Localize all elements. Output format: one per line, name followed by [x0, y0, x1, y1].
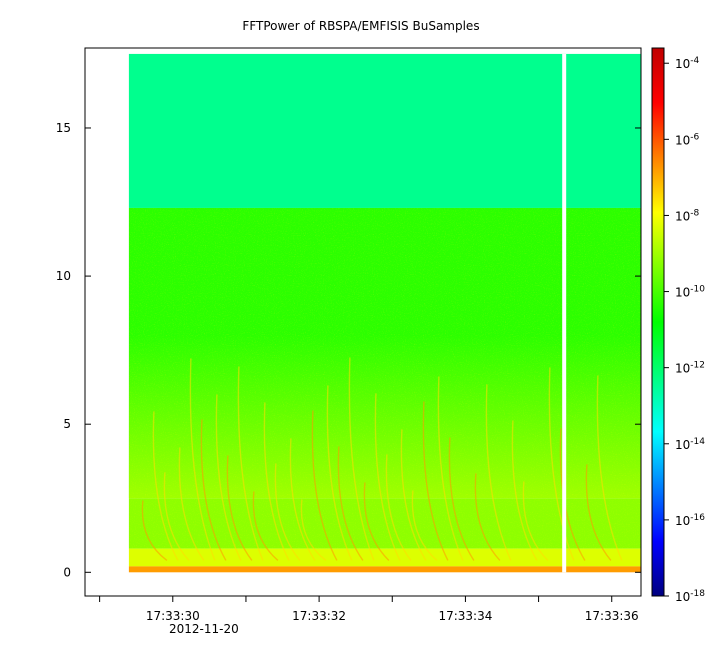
plot-frame — [84, 47, 642, 597]
y-axis: 0 5 10 15 — [56, 121, 641, 579]
emission-streak — [274, 463, 301, 561]
emission-streak — [326, 385, 353, 561]
x-axis: 17:33:30 17:33:32 17:33:34 17:33:36 — [99, 596, 639, 623]
emission-streak — [585, 464, 612, 561]
emission-streak — [337, 446, 364, 561]
emission-streak — [422, 401, 449, 561]
x-tick-label: 17:33:36 — [585, 609, 639, 623]
data-gap — [562, 53, 567, 573]
colorbar-ticks: 10-4 10-6 10-8 10-10 10-12 10-14 10-16 10-18 — [664, 56, 705, 604]
emission-streak — [400, 429, 427, 561]
emission-streak — [289, 438, 316, 561]
x-tick-label: 17:33:30 — [146, 609, 200, 623]
x-tick-label: 17:33:32 — [292, 609, 346, 623]
spectrogram-texture — [128, 207, 641, 549]
emission-streak — [548, 367, 575, 561]
emission-streak — [263, 402, 290, 561]
emission-streak — [485, 384, 512, 561]
colorbar-tick-label: 10-4 — [675, 56, 700, 71]
emission-streak — [385, 454, 412, 561]
emission-streak — [596, 375, 623, 561]
colorbar-tick-label: 10-18 — [675, 589, 705, 604]
chart-title: FFTPower of RBSPA/EMFISIS BuSamples — [242, 19, 479, 33]
emission-streak — [252, 491, 279, 561]
date-label: 2012-11-20 — [169, 622, 239, 636]
colorbar-tick-label: 10-14 — [675, 437, 705, 452]
emission-streak — [363, 482, 390, 561]
colorbar-tick-label: 10-10 — [675, 285, 705, 300]
emission-streak — [152, 411, 179, 561]
colorbar-tick-label: 10-6 — [675, 132, 700, 147]
emission-streak — [474, 473, 501, 561]
emission-streak — [215, 394, 242, 561]
emission-streak — [141, 500, 168, 562]
colorbar-tick-label: 10-16 — [675, 513, 705, 528]
y-tick-label: 5 — [63, 417, 71, 431]
emission-streak — [437, 376, 464, 561]
emission-streak — [178, 447, 205, 561]
y-tick-label: 15 — [56, 121, 71, 135]
spectrogram-band — [128, 548, 641, 567]
emission-streak — [374, 393, 401, 561]
emission-streak — [237, 366, 264, 561]
y-tick-label: 0 — [63, 565, 71, 579]
emission-streak — [511, 420, 538, 561]
emission-streak — [189, 358, 216, 561]
emission-streak — [226, 455, 253, 561]
emission-streak — [522, 481, 549, 561]
emission-streak — [200, 419, 227, 561]
colorbar-tick-label: 10-8 — [675, 208, 700, 223]
x-tick-label: 17:33:34 — [438, 609, 492, 623]
emission-streak — [311, 410, 338, 561]
emission-streak — [448, 437, 475, 561]
emission-streak — [300, 499, 327, 562]
emission-streak — [348, 357, 375, 561]
emission-streak — [411, 490, 438, 561]
plot-area — [128, 53, 641, 573]
spectrogram-band — [128, 53, 641, 208]
colorbar: 10-4 10-6 10-8 10-10 10-12 10-14 10-16 10-18 — [651, 47, 705, 604]
colorbar-gradient — [651, 47, 665, 597]
colorbar-tick-label: 10-12 — [675, 361, 705, 376]
spectrogram-streaks — [141, 357, 623, 562]
spectrogram-band — [128, 566, 641, 573]
y-tick-label: 10 — [56, 269, 71, 283]
emission-streak — [163, 472, 190, 561]
